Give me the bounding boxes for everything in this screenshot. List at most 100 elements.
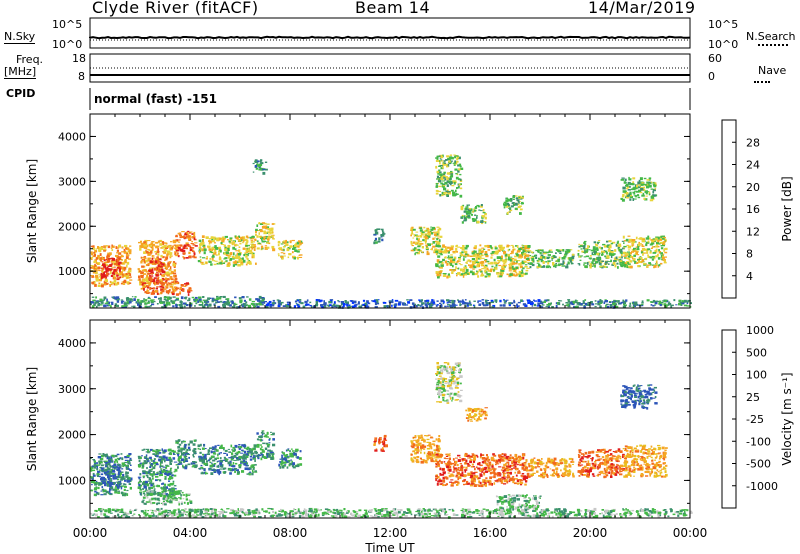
colorbar-label: Power [dB]: [780, 176, 794, 241]
freq-tick-bottom: 8: [78, 70, 85, 83]
colorbar-tick-label: 12: [746, 225, 760, 238]
date-title: 14/Mar/2019: [588, 0, 696, 17]
colorbar-tick-label: 8: [746, 248, 753, 261]
power-colorbar: 4 8 12 16 20 24 28 Power [dB]: [721, 119, 794, 299]
nsearch-tick-bottom: 10^0: [708, 38, 739, 51]
x-tick-label: 04:00: [173, 526, 208, 540]
x-tick-label: 16:00: [473, 526, 508, 540]
scatter-region-12: [373, 228, 386, 245]
scatter-region-7: [140, 489, 193, 506]
colorbar-tick-label: 100: [746, 369, 767, 382]
nsky-tick-top: 10^5: [52, 18, 83, 31]
scatter-region-5: [197, 235, 257, 267]
nave-dotted-key: [754, 81, 770, 83]
scatter-region-16: [577, 240, 626, 269]
scatter-region-3: [175, 439, 198, 470]
scatter-region-22: [252, 159, 268, 175]
scatter-region-18: [495, 494, 542, 513]
y-tick-label: 2000: [58, 220, 86, 233]
scatter-region-17: [435, 362, 463, 404]
y-tick-label: 1000: [58, 265, 86, 278]
x-tick-label: 00:00: [73, 526, 108, 540]
freq-tick-top: 18: [72, 52, 86, 65]
scatter-region-13: [410, 226, 443, 256]
velocity-panel: 1000 2000 3000 4000 Slant Range [km]: [25, 319, 693, 519]
panel-frame: [89, 113, 691, 309]
y-tick-label: 4000: [58, 130, 86, 143]
scatter-region-2: [137, 448, 178, 497]
scatter-region-1: [100, 257, 122, 281]
cpid-label: CPID: [6, 87, 36, 100]
colorbar-tick-label: 500: [746, 346, 767, 359]
colorbar-tick-label: 24: [746, 159, 760, 172]
x-tick-label: 00:00: [673, 526, 708, 540]
panel-frame: [89, 319, 691, 519]
nave-tick-bottom: 0: [708, 70, 715, 83]
scatter-region-21: [435, 154, 464, 198]
y-tick-label: 3000: [58, 175, 86, 188]
y-tick-label: 2000: [58, 429, 86, 442]
beam-title: Beam 14: [355, 0, 431, 17]
nsearch-label: N.Search: [746, 30, 796, 43]
scatter-region-16: [620, 384, 658, 410]
x-tick-label: 12:00: [373, 526, 408, 540]
scatter-region-8: [140, 280, 193, 296]
scatter-region-7: [277, 239, 304, 260]
time-axis: 00:00 04:00 08:00 12:00 16:00 20:00 00:00 Time …: [73, 526, 708, 554]
scatter-region-13: [577, 448, 625, 479]
y-axis-label: Slant Range [km]: [25, 159, 39, 263]
scatter-region-10: [410, 434, 443, 464]
scatter-region-5: [255, 430, 276, 461]
y-tick-label: 3000: [58, 383, 86, 396]
freq-unit-label: [MHz]: [4, 65, 37, 79]
y-tick-label: 1000: [58, 474, 86, 487]
scatter-region-8: [90, 507, 693, 519]
velocity-colorbar: -1000 -500 -100 -25 25 100 500 1000 Velocity [m …: [721, 324, 794, 509]
scatter-region-17: [622, 235, 668, 269]
colorbar-tick-label: 4: [746, 270, 753, 283]
y-axis-label: Slant Range [km]: [25, 367, 39, 471]
noise-frame: [89, 17, 691, 49]
station-title: Clyde River (fitACF): [92, 0, 259, 17]
scatter-region-2: [137, 239, 178, 287]
scatter-region-18: [460, 204, 487, 225]
nave-label: Nave: [758, 64, 787, 77]
freq-label: Freq.: [16, 53, 44, 66]
scatter-region-12: [527, 457, 575, 479]
scatter-region-14: [435, 244, 531, 279]
scatter-region-10: [265, 299, 544, 309]
nave-tick-top: 60: [708, 52, 722, 65]
scatter-region-14: [622, 444, 668, 478]
noise-sky-line: [89, 35, 691, 40]
x-axis-label: Time UT: [364, 541, 415, 554]
colorbar-tick-label: 16: [746, 203, 760, 216]
colorbar-tick-label: -25: [746, 413, 764, 426]
nsky-tick-bottom: 10^0: [52, 38, 83, 51]
scatter-region-19: [503, 195, 524, 215]
colorbar-tick-label: 1000: [746, 324, 774, 337]
scatter-region-6: [278, 448, 303, 469]
colorbar-tick-label: 28: [746, 136, 760, 149]
cpid-value: normal (fast) -151: [94, 92, 217, 106]
summary-axes: [89, 17, 691, 110]
scatter-region-20: [620, 176, 658, 202]
scatter-region-11: [540, 299, 692, 309]
colorbar-tick-label: -500: [746, 458, 771, 471]
scatter-region-9: [90, 295, 268, 309]
power-panel: 1000 2000 3000 4000 Slant Range [km]: [25, 113, 692, 309]
scatter-region-0: [90, 453, 133, 497]
colorbar-tick-label: 20: [746, 181, 760, 194]
nsky-label: N.Sky: [4, 30, 36, 44]
x-tick-label: 20:00: [573, 526, 608, 540]
colorbar-label: Velocity [m s⁻¹]: [780, 372, 794, 465]
scatter-region-4: [175, 230, 198, 260]
scatter-region-11: [435, 452, 531, 488]
y-tick-label: 4000: [58, 337, 86, 350]
x-tick-label: 08:00: [273, 526, 308, 540]
scatter-region-15: [465, 407, 488, 422]
colorbar-tick-label: 25: [746, 391, 760, 404]
colorbar-tick-label: -100: [746, 435, 771, 448]
scatter-region-6: [255, 222, 276, 252]
scatter-region-9: [373, 434, 388, 452]
